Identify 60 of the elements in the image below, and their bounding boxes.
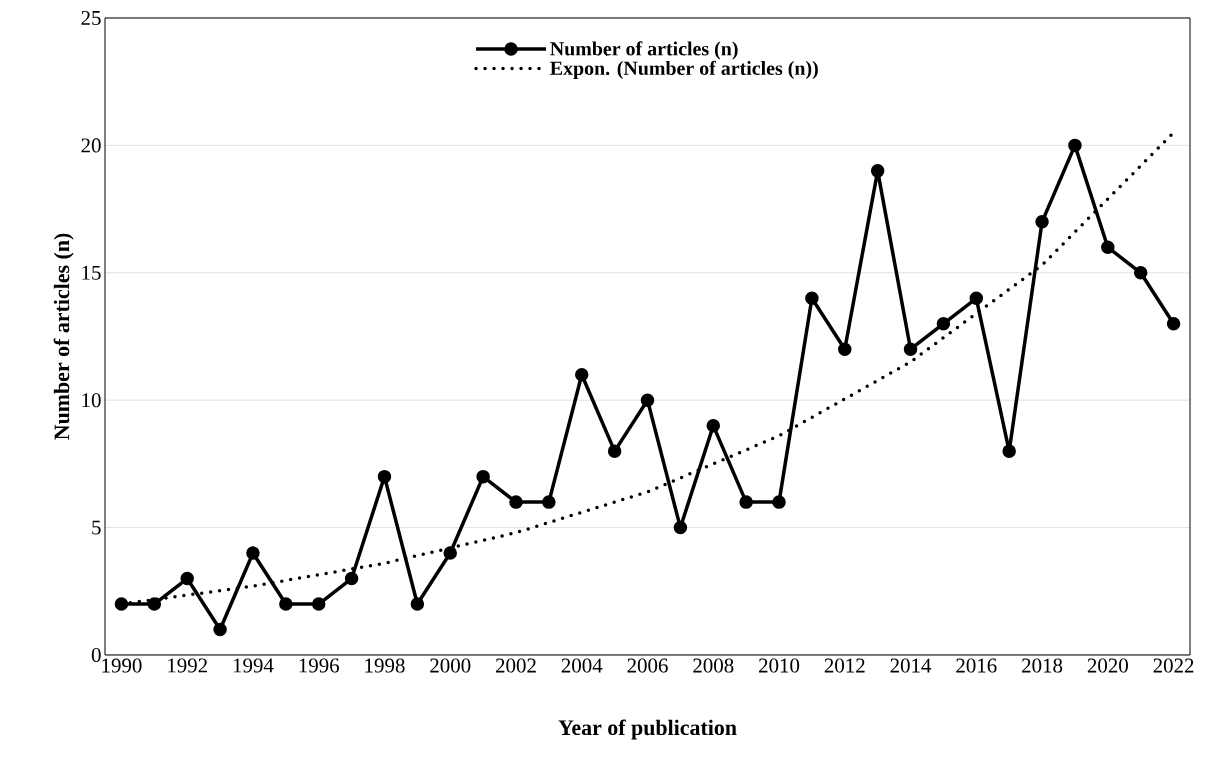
point [1035, 215, 1049, 229]
point [575, 367, 589, 382]
x-tick-label: 2014 [890, 658, 932, 673]
x-tick-label: 2012 [824, 658, 865, 673]
x-tick-label: 2008 [693, 658, 734, 673]
point [870, 164, 885, 178]
x-tick-label: 2018 [1022, 658, 1063, 673]
point [476, 469, 490, 484]
point [1101, 240, 1115, 255]
x-tick-label: 2022 [1153, 658, 1194, 673]
x-tick-label: 1998 [365, 658, 405, 673]
point [542, 495, 556, 509]
y-tick-label: 10 [82, 393, 101, 408]
point [279, 597, 293, 611]
x-tick-label: 2006 [627, 658, 668, 673]
point [903, 342, 918, 356]
y-axis-title: Number of articles (n) [53, 233, 74, 440]
point [344, 571, 359, 586]
point [246, 546, 260, 560]
x-tick-label: 2010 [759, 658, 800, 673]
point [410, 597, 425, 611]
point [739, 495, 753, 509]
point [805, 291, 819, 306]
point [640, 393, 655, 407]
point [443, 546, 457, 560]
point [1133, 266, 1148, 280]
point [706, 418, 721, 433]
point [838, 342, 852, 356]
point [772, 495, 786, 509]
point [311, 597, 326, 611]
legend-label: Number of articles (n) [550, 41, 738, 60]
x-tick-label: 2004 [561, 658, 603, 673]
point [509, 495, 523, 509]
x-tick-label: 1996 [299, 658, 340, 673]
y-tick-label: 15 [82, 265, 101, 280]
point [1068, 138, 1082, 153]
point [180, 571, 194, 586]
x-tick-label: 1992 [168, 658, 207, 673]
x-tick-label: 1990 [102, 658, 142, 673]
point [377, 469, 392, 484]
x-tick-label: 2020 [1087, 658, 1128, 673]
y-tick-label: 20 [81, 138, 101, 153]
point [936, 316, 951, 331]
y-tick-label: 5 [92, 520, 101, 535]
x-tick-label: 1994 [233, 658, 274, 673]
point [114, 597, 129, 611]
y-tick-label: 0 [91, 647, 101, 663]
x-axis-title: Year of publication [558, 719, 737, 740]
x-tick-label: 2002 [496, 658, 536, 673]
point [607, 444, 622, 458]
y-tick-label: 25 [81, 10, 101, 26]
x-tick-label: 2016 [956, 658, 997, 673]
point [213, 622, 227, 637]
point [969, 291, 984, 306]
point [1002, 444, 1016, 458]
x-tick-label: 2000 [430, 658, 471, 673]
legend-label: Expon. (Number of articles (n)) [550, 60, 818, 80]
point [673, 520, 688, 535]
point [147, 597, 162, 611]
point [1166, 316, 1181, 331]
